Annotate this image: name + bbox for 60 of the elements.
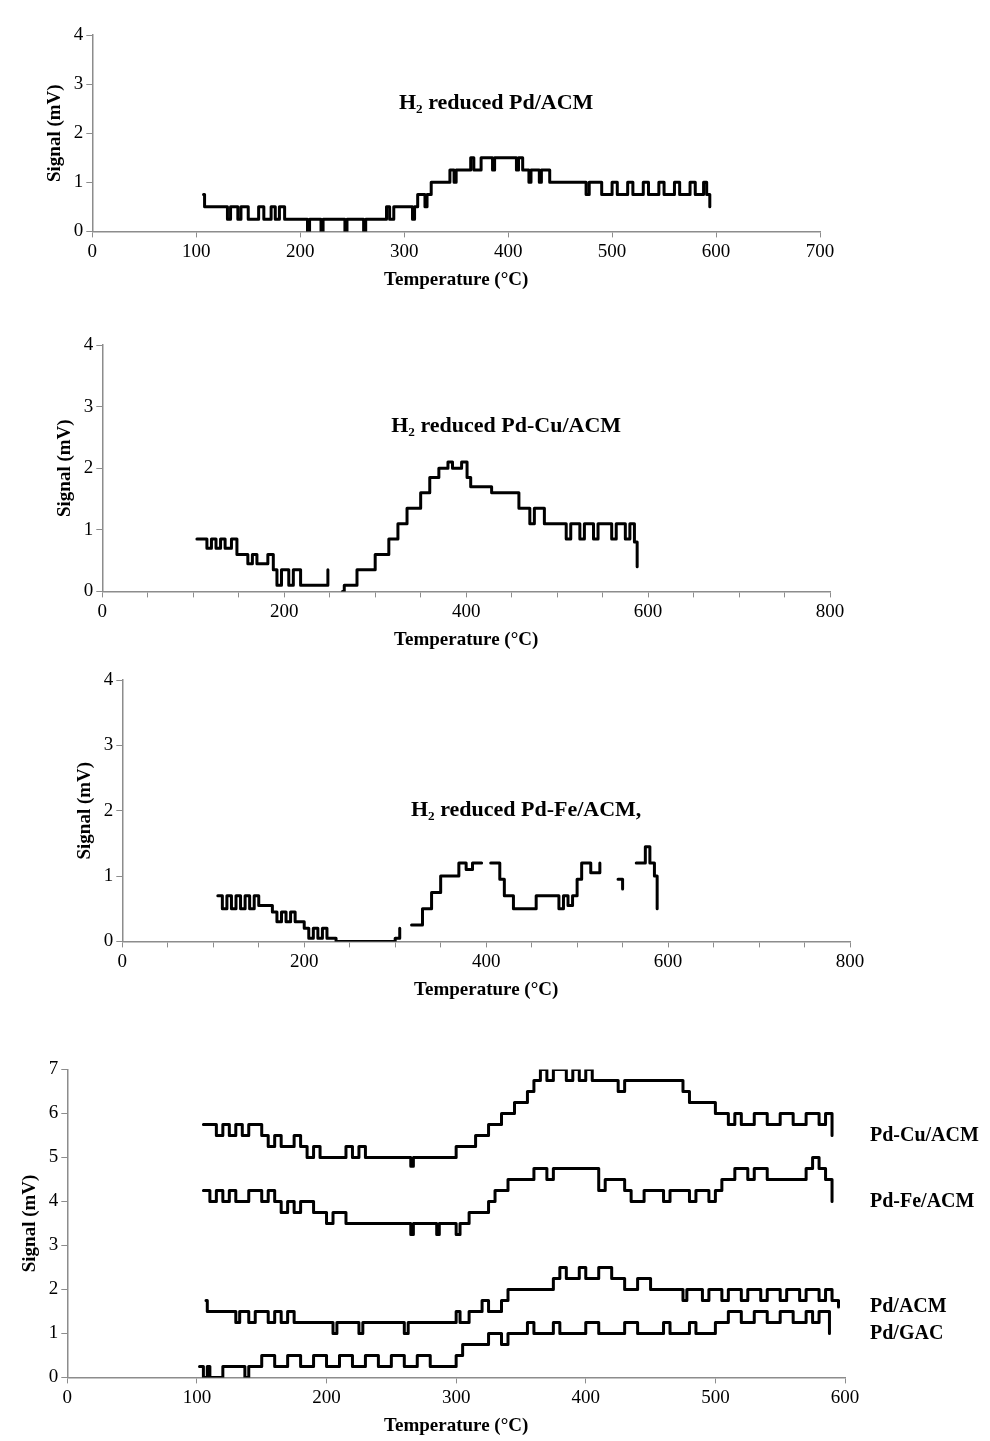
text: H₂ reduced Pd/ACM — [398, 89, 594, 115]
series-label: Pd-Fe/ACM — [870, 1188, 975, 1211]
x-tick-label: 400 — [493, 239, 523, 261]
y-axis-title: Signal (mV) — [53, 419, 76, 518]
y-tick-label: 2 — [103, 798, 114, 820]
y-tick-label: 1 — [73, 170, 84, 192]
x-tick-label: 400 — [471, 949, 501, 971]
x-tick-label: 200 — [312, 1385, 341, 1407]
y-tick-label: 0 — [103, 929, 114, 951]
y-tick-label: 3 — [103, 733, 114, 755]
x-axis-title: Temperature (°C) — [384, 1413, 529, 1436]
x-tick-label: 400 — [451, 599, 481, 621]
y-tick-label: 3 — [83, 394, 94, 416]
y-tick-label: 1 — [103, 864, 114, 886]
x-tick-label: 600 — [633, 599, 663, 621]
y-tick-label: 1 — [48, 1321, 59, 1343]
y-tick-label: 0 — [83, 579, 94, 601]
y-tick-label: 2 — [73, 121, 84, 143]
text: H₂ reduced Pd-Fe/ACM, — [410, 796, 642, 822]
x-tick-label: 200 — [269, 599, 299, 621]
x-tick-label: 700 — [805, 239, 835, 261]
x-tick-label: 300 — [441, 1385, 471, 1407]
x-tick-label: 600 — [653, 949, 683, 971]
y-axis-title: Signal (mV) — [43, 84, 66, 183]
y-tick-label: 0 — [48, 1365, 59, 1387]
y-tick-label: 6 — [48, 1101, 59, 1123]
y-tick-label: 4 — [48, 1189, 59, 1211]
y-tick-label: 4 — [73, 22, 84, 44]
x-tick-label: 100 — [182, 1385, 212, 1407]
y-tick-label: 4 — [103, 667, 114, 689]
y-axis-title: Signal (mV) — [73, 761, 96, 860]
x-axis-title: Temperature (°C) — [414, 977, 559, 1000]
x-tick-label: 500 — [701, 1385, 730, 1407]
text: H₂ reduced Pd-Cu/ACM — [391, 412, 622, 437]
y-tick-label: 0 — [73, 219, 84, 241]
x-tick-label: 100 — [182, 239, 211, 261]
y-tick-label: 7 — [48, 1057, 59, 1079]
x-tick-label: 800 — [835, 949, 865, 971]
x-tick-label: 300 — [389, 239, 419, 261]
x-tick-label: 800 — [815, 599, 845, 621]
y-tick-label: 3 — [73, 72, 84, 94]
x-tick-label: 0 — [117, 949, 128, 971]
x-tick-label: 500 — [597, 239, 627, 261]
series-label: Pd/ACM — [870, 1294, 947, 1317]
x-axis-title: Temperature (°C) — [384, 267, 529, 290]
text: Pd/GAC — [870, 1320, 944, 1343]
x-tick-label: 400 — [571, 1385, 601, 1407]
y-axis-title: Signal (mV) — [18, 1174, 41, 1273]
y-tick-label: 2 — [48, 1277, 59, 1299]
y-tick-label: 5 — [48, 1145, 59, 1167]
y-tick-label: 3 — [48, 1233, 59, 1255]
y-tick-label: 1 — [83, 517, 94, 539]
x-tick-label: 600 — [830, 1385, 860, 1407]
x-tick-label: 200 — [285, 239, 315, 261]
y-tick-label: 4 — [83, 332, 94, 354]
y-tick-label: 2 — [83, 456, 94, 478]
x-axis-title: Temperature (°C) — [394, 627, 539, 650]
series-label: Pd-Cu/ACM — [870, 1122, 980, 1145]
x-tick-label: 600 — [701, 239, 731, 261]
x-tick-label: 200 — [289, 949, 319, 971]
